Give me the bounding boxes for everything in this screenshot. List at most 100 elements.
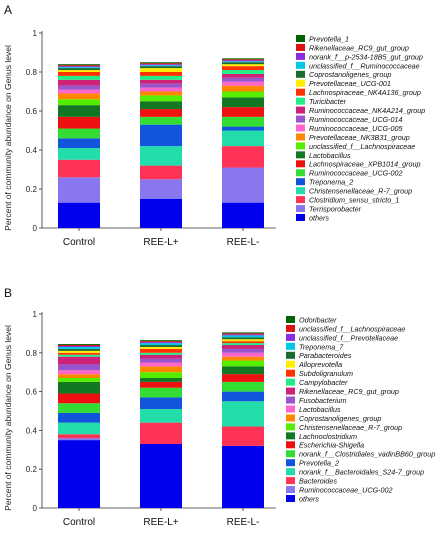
bar-segment-lactobacillus [58, 370, 100, 375]
legend-entry: norank_f__p-2534-18B5_gut_group [309, 52, 423, 61]
bar-segment-coprostanoligenes-group [140, 366, 182, 373]
bar-segment-bacteroides [222, 426, 264, 446]
legend-entry: Rikenellaceae_RC9_gut_group [309, 43, 409, 52]
legend-swatch [286, 324, 295, 332]
bar-segment-norank-f-p-2534-18b5-gut-group [140, 64, 182, 66]
legend-entry: Lachnoclostridium [299, 432, 357, 441]
legend-swatch [296, 61, 305, 69]
bar-segment-parabacteroides [140, 345, 182, 347]
y-tick-label: 0.4 [26, 146, 38, 155]
bar-segment-others [140, 198, 182, 228]
legend-entry: Lachnospiraceae_XPB1014_group [309, 160, 421, 169]
bar-segment-unclassified-f-lachnospiraceae [140, 95, 182, 102]
legend-swatch [286, 351, 295, 359]
bar-segment-christensenellaceae-r-7-group [222, 130, 264, 147]
bar-segment-ruminococcaceae-ucg-014 [58, 85, 100, 90]
bar-segment-bacteroides [58, 434, 100, 439]
bar-segment-ruminococcaceae-nk4a214-group [140, 79, 182, 84]
bar-segment-fusobacterium [58, 364, 100, 371]
legend-swatch [286, 405, 295, 413]
bar-segment-subdoligranulum [140, 348, 182, 353]
legend-entry: Terrisporobacter [309, 204, 362, 213]
bar-segment-prevotella-2 [222, 391, 264, 402]
bar-segment-norank-f-p-2534-18b5-gut-group [58, 66, 100, 68]
bar-segment-christensenellaceae-r-7-group [140, 372, 182, 379]
legend-entry: Ruminococcaceae_UCG-005 [309, 124, 403, 133]
legend-swatch [296, 178, 305, 186]
category-label: REE-L+ [143, 237, 178, 248]
legend-swatch [286, 369, 295, 377]
bar-segment-prevotella-2 [58, 412, 100, 423]
y-tick-label: 0.2 [26, 185, 38, 194]
bar-segment-unclassified-f-lachnospiraceae [222, 333, 264, 335]
bar-segment-terrisporobacter [140, 179, 182, 199]
bar-segment-lactobacillus [222, 97, 264, 108]
bar-segment-lachnospiraceae-xpb1014-group [58, 116, 100, 129]
legend-entry: Coprostanoligenes_group [309, 70, 391, 79]
bar-segment-escherichia-shigella [222, 374, 264, 382]
bar-segment-others [140, 443, 182, 508]
bar-segment-unclassified-f-ruminococcaceae [140, 65, 182, 67]
bar-segment-turicibacter [58, 75, 100, 80]
legend-entry: Prevotellaceae_NK3B31_group [309, 133, 410, 142]
bar-segment-lachnoclostridium [58, 381, 100, 394]
legend-entry: Rikenellaceae_RC9_gut_group [299, 387, 399, 396]
legend-entry: Alloprevotella [298, 360, 342, 369]
bar-segment-parabacteroides [222, 337, 264, 340]
y-tick-label: 0 [33, 224, 38, 233]
bar-segment-christensenellaceae-r-7-group [222, 360, 264, 367]
bar-segment-escherichia-shigella [140, 381, 182, 388]
category-label: Control [63, 517, 95, 528]
legend-swatch [296, 106, 305, 114]
bar-segment-unclassified-f-ruminococcaceae [58, 67, 100, 69]
bar-segment-rikenellaceae-rc9-gut-group [58, 356, 100, 365]
category-label: REE-L- [227, 237, 260, 248]
legend-entry: Lactobacillus [299, 405, 341, 414]
bar-segment-treponema-7 [222, 335, 264, 338]
bar-segment-others [58, 202, 100, 228]
bar-segment-coprostanoligenes-group [222, 356, 264, 361]
bar-segment-campylobacter [140, 352, 182, 355]
bar-segment-turicibacter [140, 75, 182, 80]
bar-segment-others [222, 445, 264, 508]
bar-segment-norank-f-clostridiales-vadinbb60-group [222, 381, 264, 392]
bar-segment-treponema-2 [140, 124, 182, 147]
legend-swatch [296, 43, 305, 51]
bar-segment-prevotellaceae-nk3b31-group [58, 93, 100, 100]
y-tick-label: 1 [33, 310, 38, 319]
bar-segment-lachnospiraceae-xpb1014-group [222, 107, 264, 117]
legend-swatch [286, 432, 295, 440]
legend-entry: unclassified_f__Prevotellaceae [299, 333, 398, 342]
legend-swatch [286, 342, 295, 350]
y-tick-label: 0.8 [26, 68, 38, 77]
category-label: REE-L- [227, 517, 260, 528]
legend-entry: Clostridium_sensu_stricto_1 [309, 196, 399, 205]
legend-entry: Treponema_7 [299, 342, 344, 351]
bar-segment-prevotellaceae-nk3b31-group [140, 91, 182, 96]
legend-swatch [296, 196, 305, 204]
bar-segment-christensenellaceae-r-7-group [58, 378, 100, 382]
bar-segment-unclassified-f-lachnospiraceae [222, 91, 264, 98]
legend-entry: Lactobacillus [309, 151, 351, 160]
bar-segment-ruminococcaceae-ucg-005 [58, 89, 100, 94]
bar-segment-campylobacter [58, 354, 100, 357]
legend-entry: Ruminococcaceae_UCG-002 [299, 485, 392, 494]
bar-segment-lachnospiraceae-nk4a136-group [222, 66, 264, 71]
y-tick-label: 1 [33, 29, 38, 38]
bar-segment-lactobacillus [58, 105, 100, 117]
plot-area: 0 0.2 0.4 0.6 0.8 1 Control REE-L+ REE-L- [26, 29, 276, 248]
legend-swatch [286, 459, 295, 467]
bar-segment-alloprevotella [58, 350, 100, 353]
legend-swatch [296, 35, 305, 42]
bar-segment-lachnospiraceae-nk4a136-group [58, 72, 100, 76]
bar-segment-coprostanoligenes-group [222, 62, 264, 65]
bar-segment-prevotellaceae-nk3b31-group [222, 85, 264, 92]
legend-entry: Ruminococcaceae_UCG-002 [309, 169, 402, 178]
bar-segment-ruminococcaceae-ucg-014 [140, 83, 182, 88]
legend-swatch [296, 187, 305, 195]
bar-segment-norank-f-bacteroidales-s24-7-group [222, 401, 264, 427]
bar-segment-clostridium-sensu-stricto-1 [140, 165, 182, 180]
bar-segment-rikenellaceae-rc9-gut-group [140, 63, 182, 65]
legend-entry: Turicibacter [309, 97, 347, 106]
bar-segment-prevotella-1 [58, 64, 100, 66]
